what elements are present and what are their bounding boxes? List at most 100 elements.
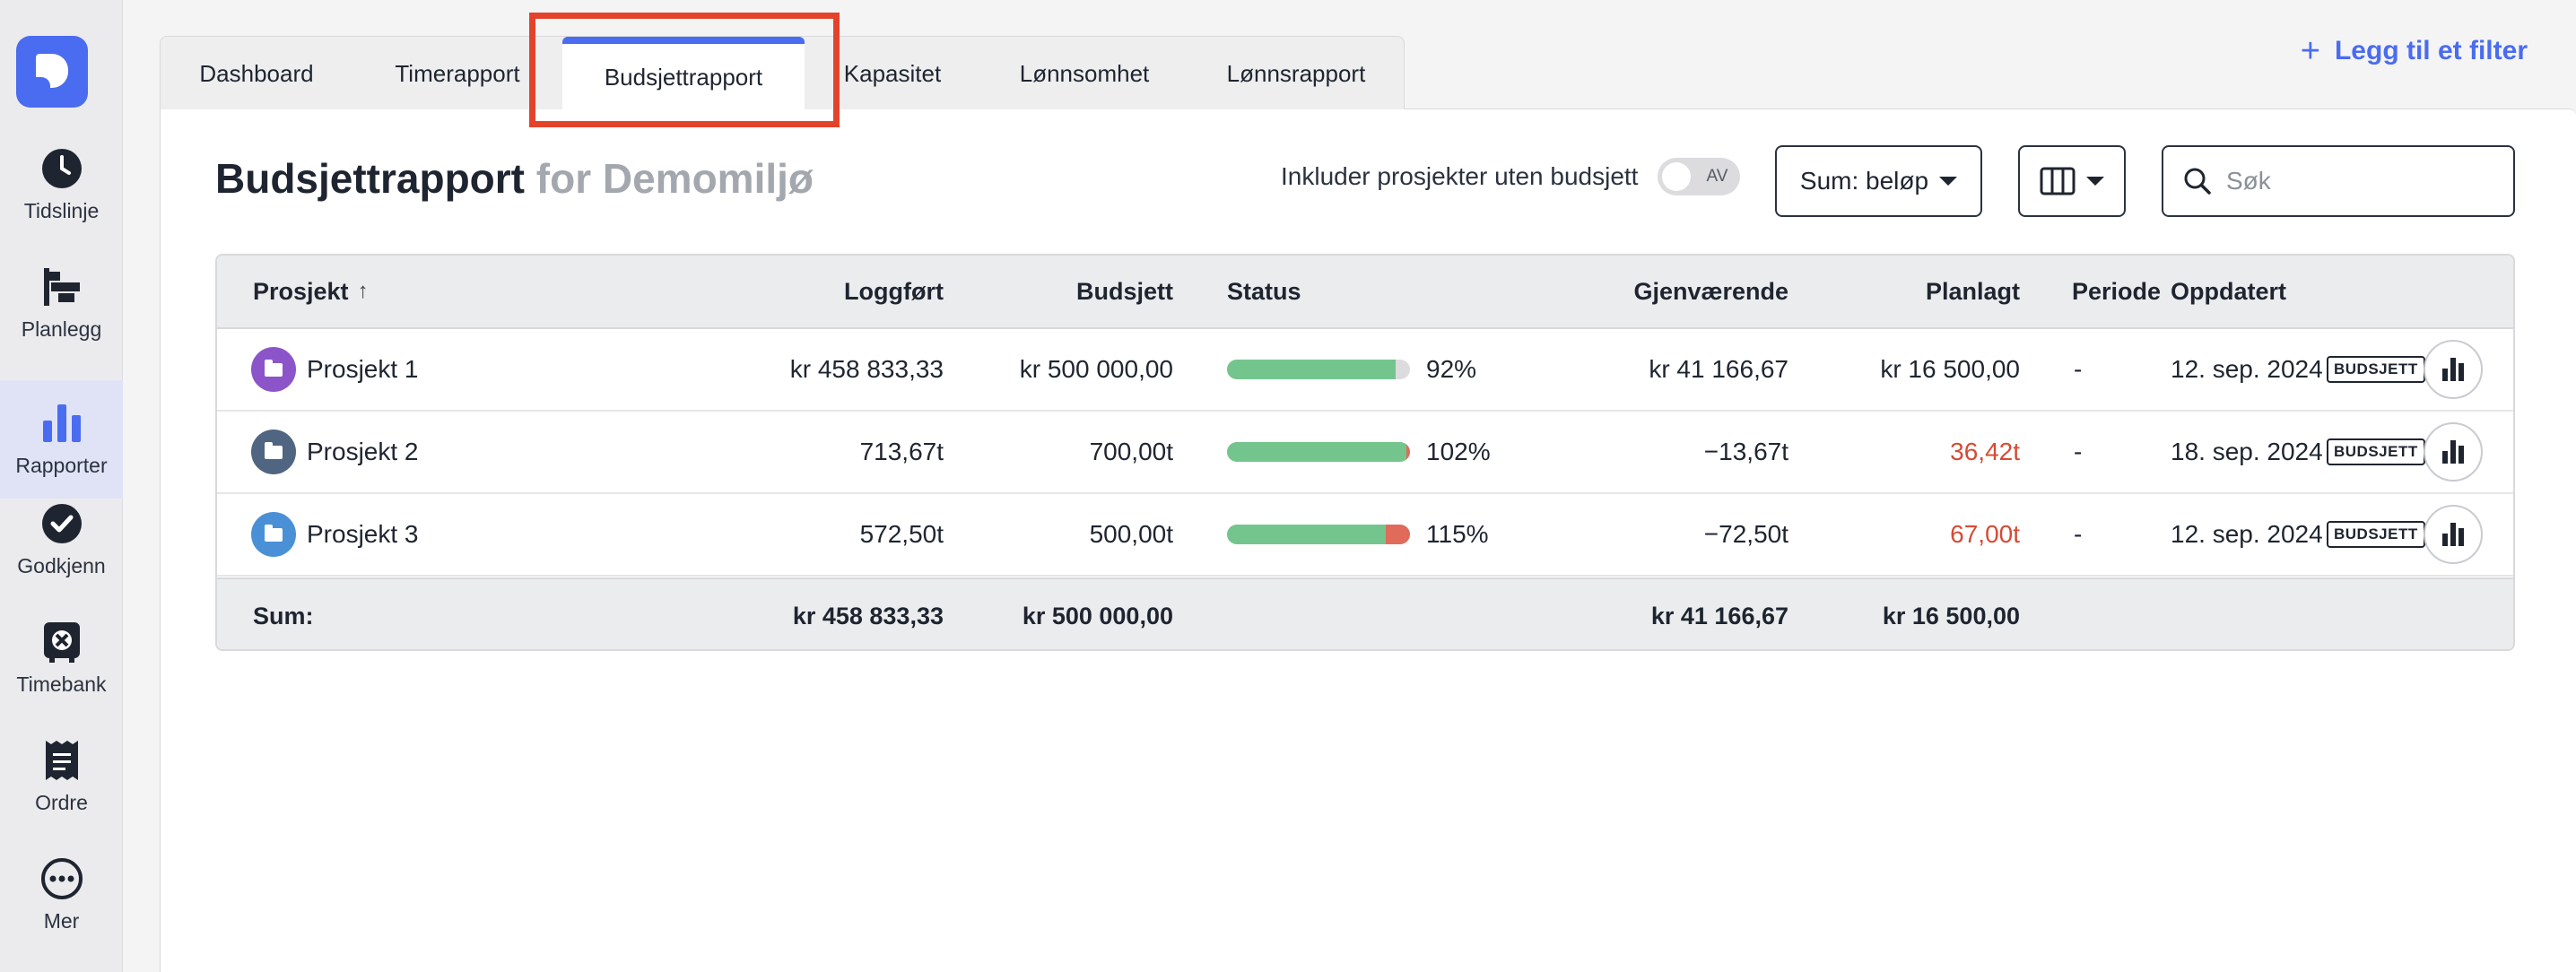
sort-ascending-icon: ↑ bbox=[357, 279, 369, 303]
column-header-prosjekt[interactable]: Prosjekt ↑ bbox=[253, 256, 369, 327]
bar-chart-icon bbox=[2424, 422, 2483, 482]
active-tab-highlight bbox=[529, 13, 840, 127]
receipt-icon bbox=[40, 739, 83, 782]
gantt-icon bbox=[40, 265, 83, 308]
sum-label: Sum: bbox=[253, 602, 314, 629]
sum-row: Sum: kr 458 833,33 kr 500 000,00 kr 41 1… bbox=[217, 577, 2513, 649]
sidebar-item-timebank[interactable]: Timebank bbox=[0, 599, 123, 717]
budget-badge-label: BUDSJETT bbox=[2327, 356, 2425, 383]
periode-cell: - bbox=[2074, 520, 2083, 548]
oppdatert-cell: 12. sep. 2024 bbox=[2171, 355, 2323, 383]
column-header-gjenvaerende[interactable]: Gjenværende bbox=[1633, 277, 1788, 305]
more-icon bbox=[40, 857, 83, 900]
sidebar-item-label: Rapporter bbox=[15, 453, 108, 477]
app-logo[interactable] bbox=[16, 36, 88, 108]
column-header-budsjett[interactable]: Budsjett bbox=[1076, 277, 1173, 305]
table-row[interactable]: Prosjekt 1 kr 458 833,33 kr 500 000,00 9… bbox=[217, 329, 2513, 412]
oppdatert-cell: 18. sep. 2024 bbox=[2171, 438, 2323, 465]
tab-budsjettrapport[interactable]: Budsjettrapport bbox=[562, 37, 805, 110]
status-cell: 115% bbox=[1227, 494, 1489, 575]
gjenvaerende-cell: kr 41 166,67 bbox=[1649, 355, 1788, 383]
search-box[interactable] bbox=[2162, 145, 2515, 217]
column-header-periode[interactable]: Periode bbox=[2072, 277, 2162, 305]
page-title-subtitle: for Demomiljø bbox=[535, 155, 814, 202]
search-icon bbox=[2184, 168, 2211, 195]
add-filter-button[interactable]: + Legg til et filter bbox=[2301, 34, 2528, 68]
tab-lonnsrapport[interactable]: Lønnsrapport bbox=[1226, 59, 1366, 87]
project-name: Prosjekt 2 bbox=[307, 438, 419, 465]
column-header-status[interactable]: Status bbox=[1227, 277, 1301, 305]
tab-dashboard[interactable]: Dashboard bbox=[199, 59, 314, 87]
chart-button[interactable] bbox=[2424, 329, 2483, 410]
progress-percent: 92% bbox=[1426, 355, 1477, 383]
budsjett-cell: kr 500 000,00 bbox=[1019, 355, 1173, 383]
budget-table: Prosjekt ↑ Loggført Budsjett Status Gjen… bbox=[215, 254, 2515, 651]
include-projects-toggle-group: Inkluder prosjekter uten budsjett AV bbox=[1281, 158, 1741, 195]
status-cell: 102% bbox=[1227, 412, 1491, 492]
progress-bar bbox=[1227, 442, 1410, 462]
sidebar: Tidslinje Planlegg Rapporter Godkjenn Ti… bbox=[0, 0, 123, 972]
budget-badge[interactable]: BUDSJETT bbox=[2327, 329, 2425, 410]
tab-timerapport[interactable]: Timerapport bbox=[395, 59, 520, 87]
project-name-cell[interactable]: Prosjekt 3 bbox=[251, 494, 419, 575]
gjenvaerende-cell: −72,50t bbox=[1703, 520, 1788, 548]
project-name: Prosjekt 1 bbox=[307, 355, 419, 383]
sum-planlagt: kr 16 500,00 bbox=[1882, 602, 2020, 629]
sidebar-item-mer[interactable]: Mer bbox=[0, 836, 123, 954]
project-name-cell[interactable]: Prosjekt 1 bbox=[251, 329, 419, 410]
sum-gjenvaerende: kr 41 166,67 bbox=[1650, 602, 1788, 629]
periode-cell: - bbox=[2074, 438, 2083, 465]
gjenvaerende-cell: −13,67t bbox=[1703, 438, 1788, 465]
column-header-oppdatert[interactable]: Oppdatert bbox=[2171, 277, 2287, 305]
progress-percent: 102% bbox=[1426, 438, 1491, 465]
sidebar-item-tidslinje[interactable]: Tidslinje bbox=[0, 126, 123, 244]
sum-budsjett: kr 500 000,00 bbox=[1022, 602, 1173, 629]
toggle-state-label: AV bbox=[1706, 167, 1728, 186]
sum-loggfort: kr 458 833,33 bbox=[792, 602, 944, 629]
sidebar-item-ordre[interactable]: Ordre bbox=[0, 717, 123, 836]
sum-dropdown[interactable]: Sum: beløp bbox=[1775, 145, 1982, 217]
plus-icon: + bbox=[2300, 32, 2320, 70]
chart-button[interactable] bbox=[2424, 412, 2483, 492]
sidebar-item-planlegg[interactable]: Planlegg bbox=[0, 244, 123, 362]
budget-badge[interactable]: BUDSJETT bbox=[2327, 494, 2425, 575]
budget-badge-label: BUDSJETT bbox=[2327, 521, 2425, 548]
chevron-down-icon bbox=[1939, 177, 1958, 186]
chevron-down-icon bbox=[2086, 177, 2104, 186]
columns-icon bbox=[2040, 167, 2076, 195]
progress-percent: 115% bbox=[1426, 520, 1489, 548]
loggfort-cell: 572,50t bbox=[859, 520, 944, 548]
sidebar-item-godkjenn[interactable]: Godkjenn bbox=[0, 481, 123, 599]
progress-bar bbox=[1227, 525, 1410, 544]
page-title: Budsjettrapport for Demomiljø bbox=[215, 154, 814, 203]
planlagt-cell: 67,00t bbox=[1950, 520, 2020, 548]
project-name-cell[interactable]: Prosjekt 2 bbox=[251, 412, 419, 492]
chart-button[interactable] bbox=[2424, 494, 2483, 575]
sidebar-item-label: Timebank bbox=[16, 672, 107, 696]
sidebar-item-label: Mer bbox=[43, 908, 80, 933]
progress-bar bbox=[1227, 360, 1410, 379]
budsjett-cell: 700,00t bbox=[1089, 438, 1173, 465]
tab-lonnsomhet[interactable]: Lønnsomhet bbox=[1019, 59, 1150, 87]
tab-kapasitet[interactable]: Kapasitet bbox=[843, 59, 942, 87]
sidebar-item-rapporter[interactable]: Rapporter bbox=[0, 380, 123, 499]
search-input[interactable] bbox=[2226, 167, 2495, 195]
sidebar-item-label: Planlegg bbox=[21, 317, 102, 341]
planlagt-cell: 36,42t bbox=[1950, 438, 2020, 465]
budget-badge[interactable]: BUDSJETT bbox=[2327, 412, 2425, 492]
table-row[interactable]: Prosjekt 2 713,67t 700,00t 102% −13,67t … bbox=[217, 412, 2513, 494]
budget-badge-label: BUDSJETT bbox=[2327, 438, 2425, 465]
include-projects-toggle[interactable]: AV bbox=[1658, 158, 1741, 195]
sum-dropdown-label: Sum: beløp bbox=[1799, 167, 1929, 195]
table-header: Prosjekt ↑ Loggført Budsjett Status Gjen… bbox=[217, 256, 2513, 329]
columns-dropdown[interactable] bbox=[2018, 145, 2126, 217]
vault-icon bbox=[40, 621, 83, 664]
project-name: Prosjekt 3 bbox=[307, 520, 419, 548]
bar-chart-icon bbox=[40, 402, 83, 445]
column-header-planlagt[interactable]: Planlagt bbox=[1925, 277, 2020, 305]
column-header-label: Prosjekt bbox=[253, 277, 349, 305]
table-row[interactable]: Prosjekt 3 572,50t 500,00t 115% −72,50t … bbox=[217, 494, 2513, 577]
column-header-loggfort[interactable]: Loggført bbox=[844, 277, 944, 305]
bar-chart-icon bbox=[2424, 340, 2483, 399]
check-circle-icon bbox=[40, 502, 83, 545]
